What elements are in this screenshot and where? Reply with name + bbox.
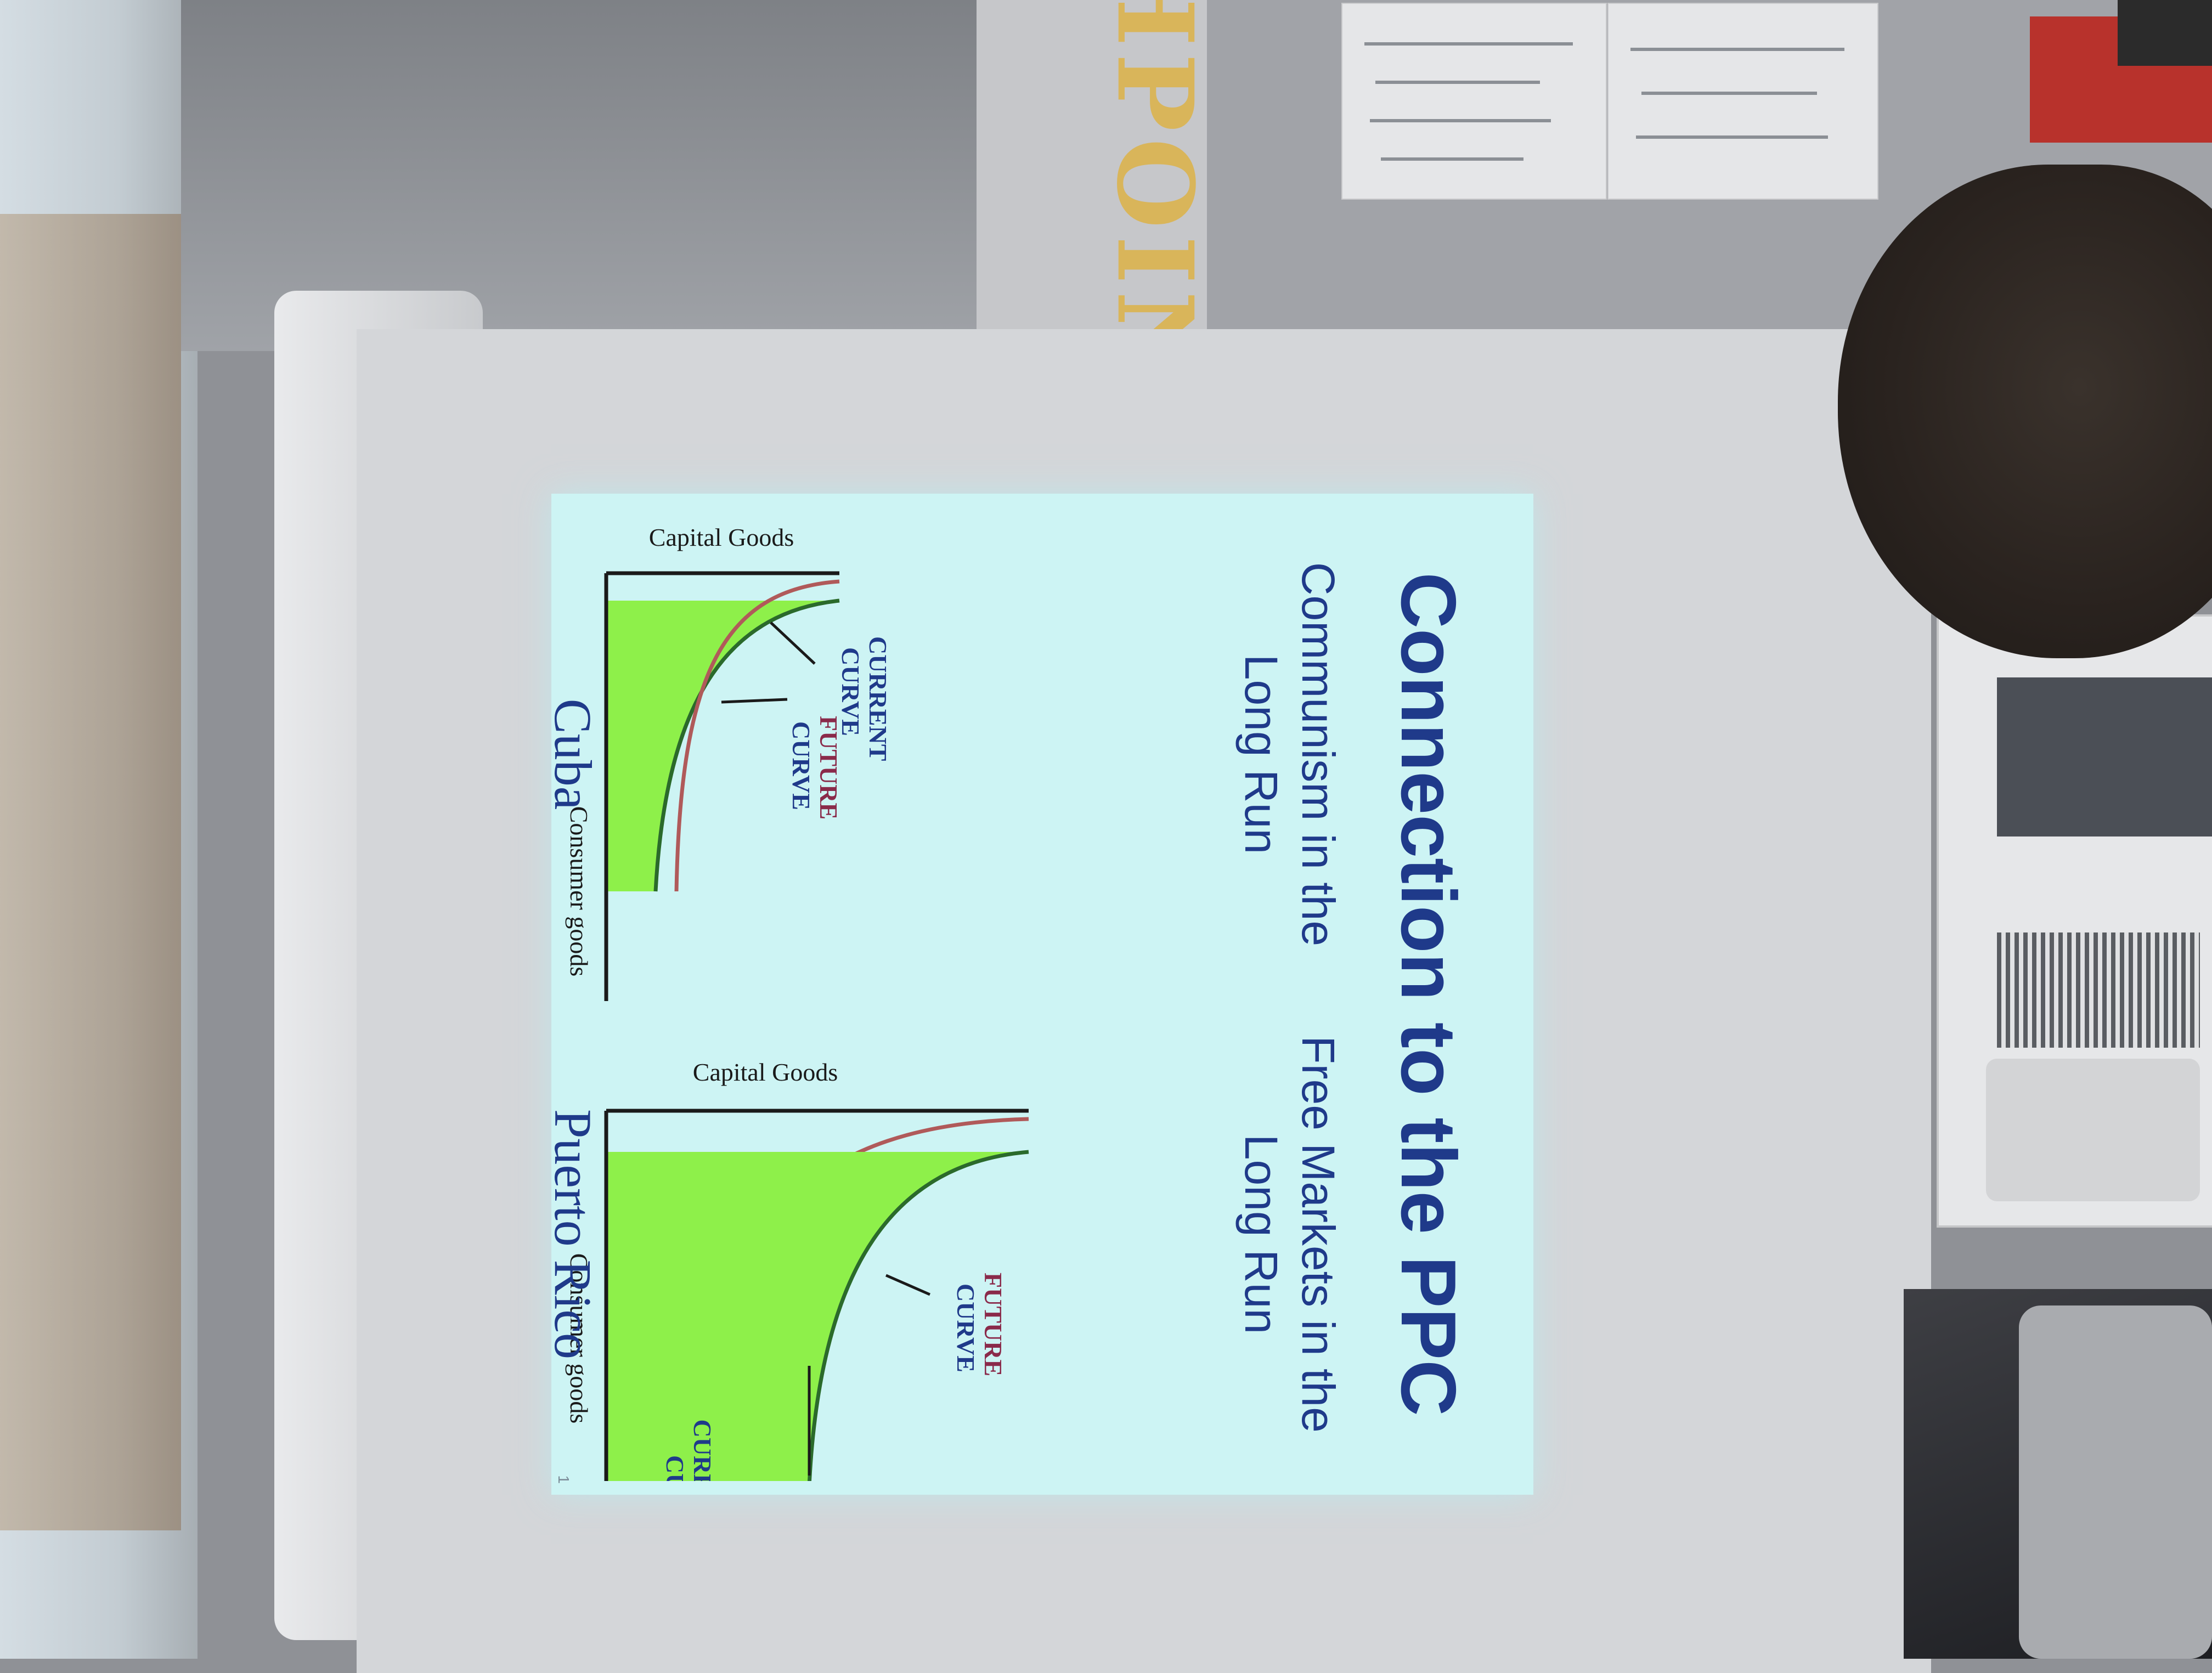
x-axis-label: Consumer goods <box>565 806 593 977</box>
ppc-diagram-cuba: CURRENT CURVE FUTURE CURVE Consumer good… <box>565 523 892 1001</box>
country-label: Puerto Rico <box>544 1109 602 1359</box>
y-axis-label: Capital Goods <box>693 1058 838 1086</box>
panel-free-markets: Free Markets in the Long Run FUTURE CURV… <box>544 987 1369 1481</box>
x-axis-label: Consumer goods <box>565 1253 593 1424</box>
current-curve <box>807 1150 1029 1481</box>
current-pointer <box>770 621 816 665</box>
desk-device <box>2019 1305 2212 1659</box>
poster-paper <box>977 0 1207 335</box>
country-label: Cuba <box>544 698 602 810</box>
wall-sign: HPOIN <box>1094 0 1216 392</box>
dark-object <box>2118 0 2212 66</box>
ppc-diagram-puerto-rico: FUTURE CURVE CURRENT CURVE Consumer good… <box>565 1058 1029 1481</box>
current-output-area <box>606 1152 1029 1481</box>
projected-slide: Connection to the PPC Communism in the L… <box>544 494 1533 1495</box>
projector-vent <box>1997 932 2200 1048</box>
future-pointer <box>721 698 788 704</box>
future-curve-label: CURVE <box>787 721 815 810</box>
future-curve-label: FUTURE <box>979 1273 1007 1376</box>
y-axis-label: Capital Goods <box>649 523 794 551</box>
future-curve <box>674 579 840 892</box>
projector-panel <box>1986 1059 2200 1201</box>
window-frame <box>0 214 181 1530</box>
current-curve-label: CURRENT <box>864 636 892 761</box>
wall-paper-sheet <box>1341 3 1607 200</box>
panel-communism: Communism in the Long Run CURRENT CURVE … <box>544 507 1369 1001</box>
slide-title: Connection to the PPC <box>1385 572 1472 1416</box>
projector-window <box>1997 677 2212 836</box>
future-curve-label: CURVE <box>952 1284 980 1372</box>
current-curve <box>653 598 840 892</box>
slide-page-number: 1 <box>555 1475 572 1484</box>
person-head <box>1838 165 2212 658</box>
future-pointer <box>885 1274 931 1296</box>
current-curve-label: CURVE <box>661 1455 689 1481</box>
current-output-area <box>606 601 839 891</box>
wall-paper-sheet <box>1607 3 1878 200</box>
current-curve-label: CURVE <box>837 647 865 736</box>
future-curve-label: FUTURE <box>815 716 843 819</box>
current-curve-label: CURRENT <box>689 1420 716 1481</box>
slide-content: Connection to the PPC Communism in the L… <box>544 494 1533 1495</box>
